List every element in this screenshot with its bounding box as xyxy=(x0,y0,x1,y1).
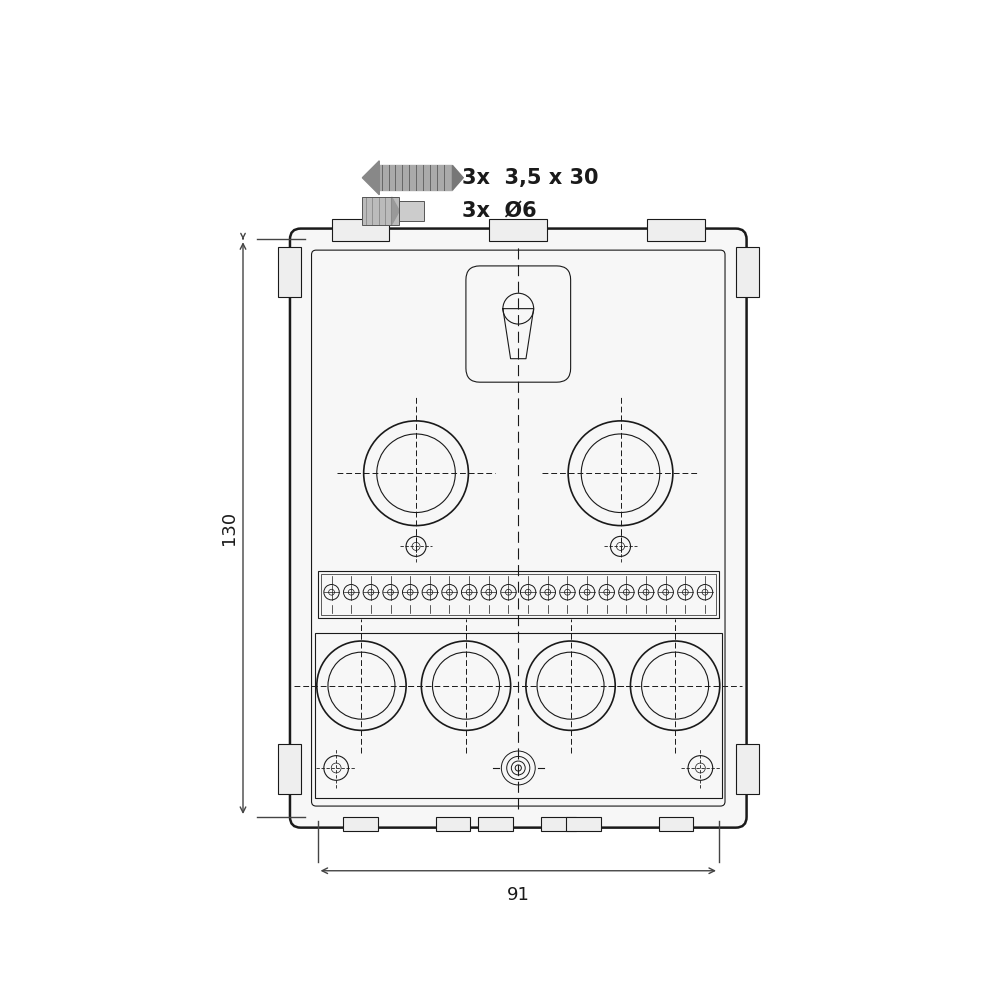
Text: 3x  3,5 x 30: 3x 3,5 x 30 xyxy=(462,168,599,188)
Bar xyxy=(647,219,705,241)
Bar xyxy=(736,247,759,297)
Bar xyxy=(566,817,601,831)
Bar xyxy=(362,197,399,225)
Polygon shape xyxy=(392,197,399,225)
Text: 130: 130 xyxy=(220,511,238,545)
Bar xyxy=(278,247,301,297)
FancyBboxPatch shape xyxy=(290,229,747,828)
Bar xyxy=(379,165,452,190)
Polygon shape xyxy=(362,161,379,195)
Bar xyxy=(318,571,719,618)
Polygon shape xyxy=(452,165,463,190)
Bar xyxy=(478,817,512,831)
Bar xyxy=(343,817,378,831)
Text: 91: 91 xyxy=(507,886,530,904)
Bar xyxy=(489,219,547,241)
Bar xyxy=(436,817,470,831)
Bar xyxy=(321,574,716,615)
Bar xyxy=(315,633,722,798)
Text: 3x  Ø6: 3x Ø6 xyxy=(462,201,537,221)
Bar xyxy=(362,197,399,225)
Bar xyxy=(278,744,301,794)
Bar xyxy=(399,201,424,221)
Bar xyxy=(659,817,693,831)
Bar xyxy=(736,744,759,794)
Bar xyxy=(399,201,424,221)
Bar xyxy=(332,219,389,241)
Bar xyxy=(541,817,576,831)
